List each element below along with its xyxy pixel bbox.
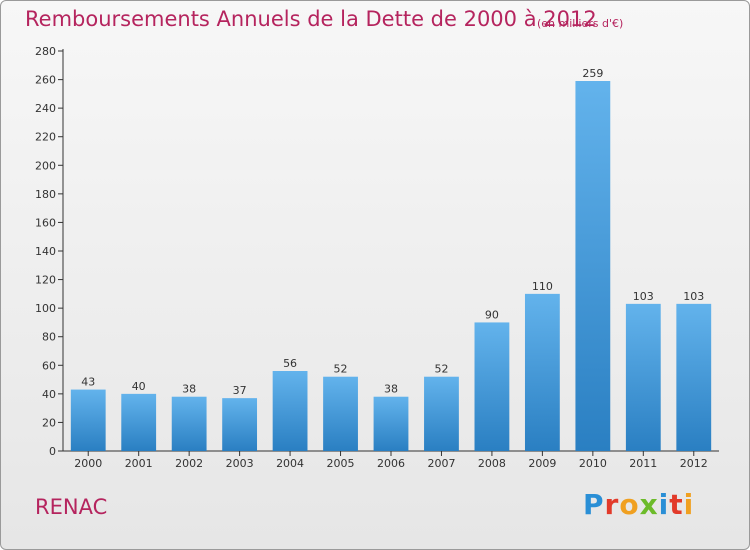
bars: 43 40 38 37 56 52 38 52 90 110 259 103 103 — [70, 67, 712, 451]
x-tick-label: 2010 — [579, 457, 607, 470]
data-label: 52 — [334, 363, 348, 376]
x-tick-label: 2003 — [226, 457, 254, 470]
data-label: 38 — [384, 383, 398, 396]
y-tick-label: 200 — [35, 159, 56, 172]
y-tick-label: 220 — [35, 131, 56, 144]
y-tick-label: 180 — [35, 188, 56, 201]
bar — [575, 81, 611, 451]
y-tick-label: 20 — [42, 416, 56, 429]
y-tick-label: 260 — [35, 74, 56, 87]
y-tick-label: 40 — [42, 388, 56, 401]
bar — [171, 396, 207, 451]
unit-note: (en milliers d'€) — [537, 17, 624, 30]
x-tick-label: 2001 — [125, 457, 153, 470]
data-label: 110 — [532, 280, 553, 293]
bar — [373, 396, 409, 451]
logo-letter: i — [658, 488, 670, 521]
data-label: 37 — [233, 384, 247, 397]
x-tick-label: 2008 — [478, 457, 506, 470]
x-tick-label: 2006 — [377, 457, 405, 470]
logo-letter: P — [583, 488, 605, 521]
y-tick-label: 0 — [49, 445, 56, 458]
data-label: 56 — [283, 357, 297, 370]
y-tick-label: 140 — [35, 245, 56, 258]
y-tick-label: 100 — [35, 302, 56, 315]
y-tick-label: 80 — [42, 331, 56, 344]
bar — [524, 293, 560, 451]
data-label: 52 — [434, 363, 448, 376]
bar — [121, 393, 157, 451]
x-tick-label: 2012 — [680, 457, 708, 470]
y-tick-label: 280 — [35, 45, 56, 58]
x-tick-label: 2000 — [74, 457, 102, 470]
x-tick-label: 2002 — [175, 457, 203, 470]
bar — [474, 322, 510, 451]
data-label: 103 — [633, 290, 654, 303]
y-tick-label: 240 — [35, 102, 56, 115]
logo-letter: r — [604, 488, 620, 521]
logo-letter: x — [639, 488, 659, 521]
data-label: 90 — [485, 308, 499, 321]
chart-title: Remboursements Annuels de la Dette de 20… — [25, 7, 597, 31]
bar — [70, 389, 106, 451]
logo-letter: o — [619, 488, 640, 521]
data-label: 40 — [132, 380, 146, 393]
x-tick-label: 2011 — [629, 457, 657, 470]
logo-letter: t — [669, 488, 684, 521]
bar — [272, 371, 308, 451]
proxiti-logo[interactable]: Proxiti — [583, 488, 694, 521]
data-label: 103 — [683, 290, 704, 303]
bar — [222, 398, 258, 451]
x-tick-label: 2005 — [327, 457, 355, 470]
data-label: 259 — [582, 67, 603, 80]
logo-letter: i — [683, 488, 695, 521]
bar — [323, 376, 358, 451]
data-label: 43 — [81, 376, 95, 389]
bar — [676, 303, 712, 451]
bar — [625, 303, 661, 451]
axes: 0 20 40 60 80 100 120 140 160 180 200 220 240 260 280 2… — [35, 45, 719, 470]
x-tick-label: 2007 — [427, 457, 455, 470]
commune-name: RENAC — [35, 495, 108, 519]
data-label: 38 — [182, 383, 196, 396]
x-tick-label: 2009 — [528, 457, 556, 470]
bar — [424, 376, 459, 451]
y-tick-label: 60 — [42, 359, 56, 372]
x-tick-label: 2004 — [276, 457, 304, 470]
y-tick-label: 160 — [35, 216, 56, 229]
y-tick-label: 120 — [35, 274, 56, 287]
